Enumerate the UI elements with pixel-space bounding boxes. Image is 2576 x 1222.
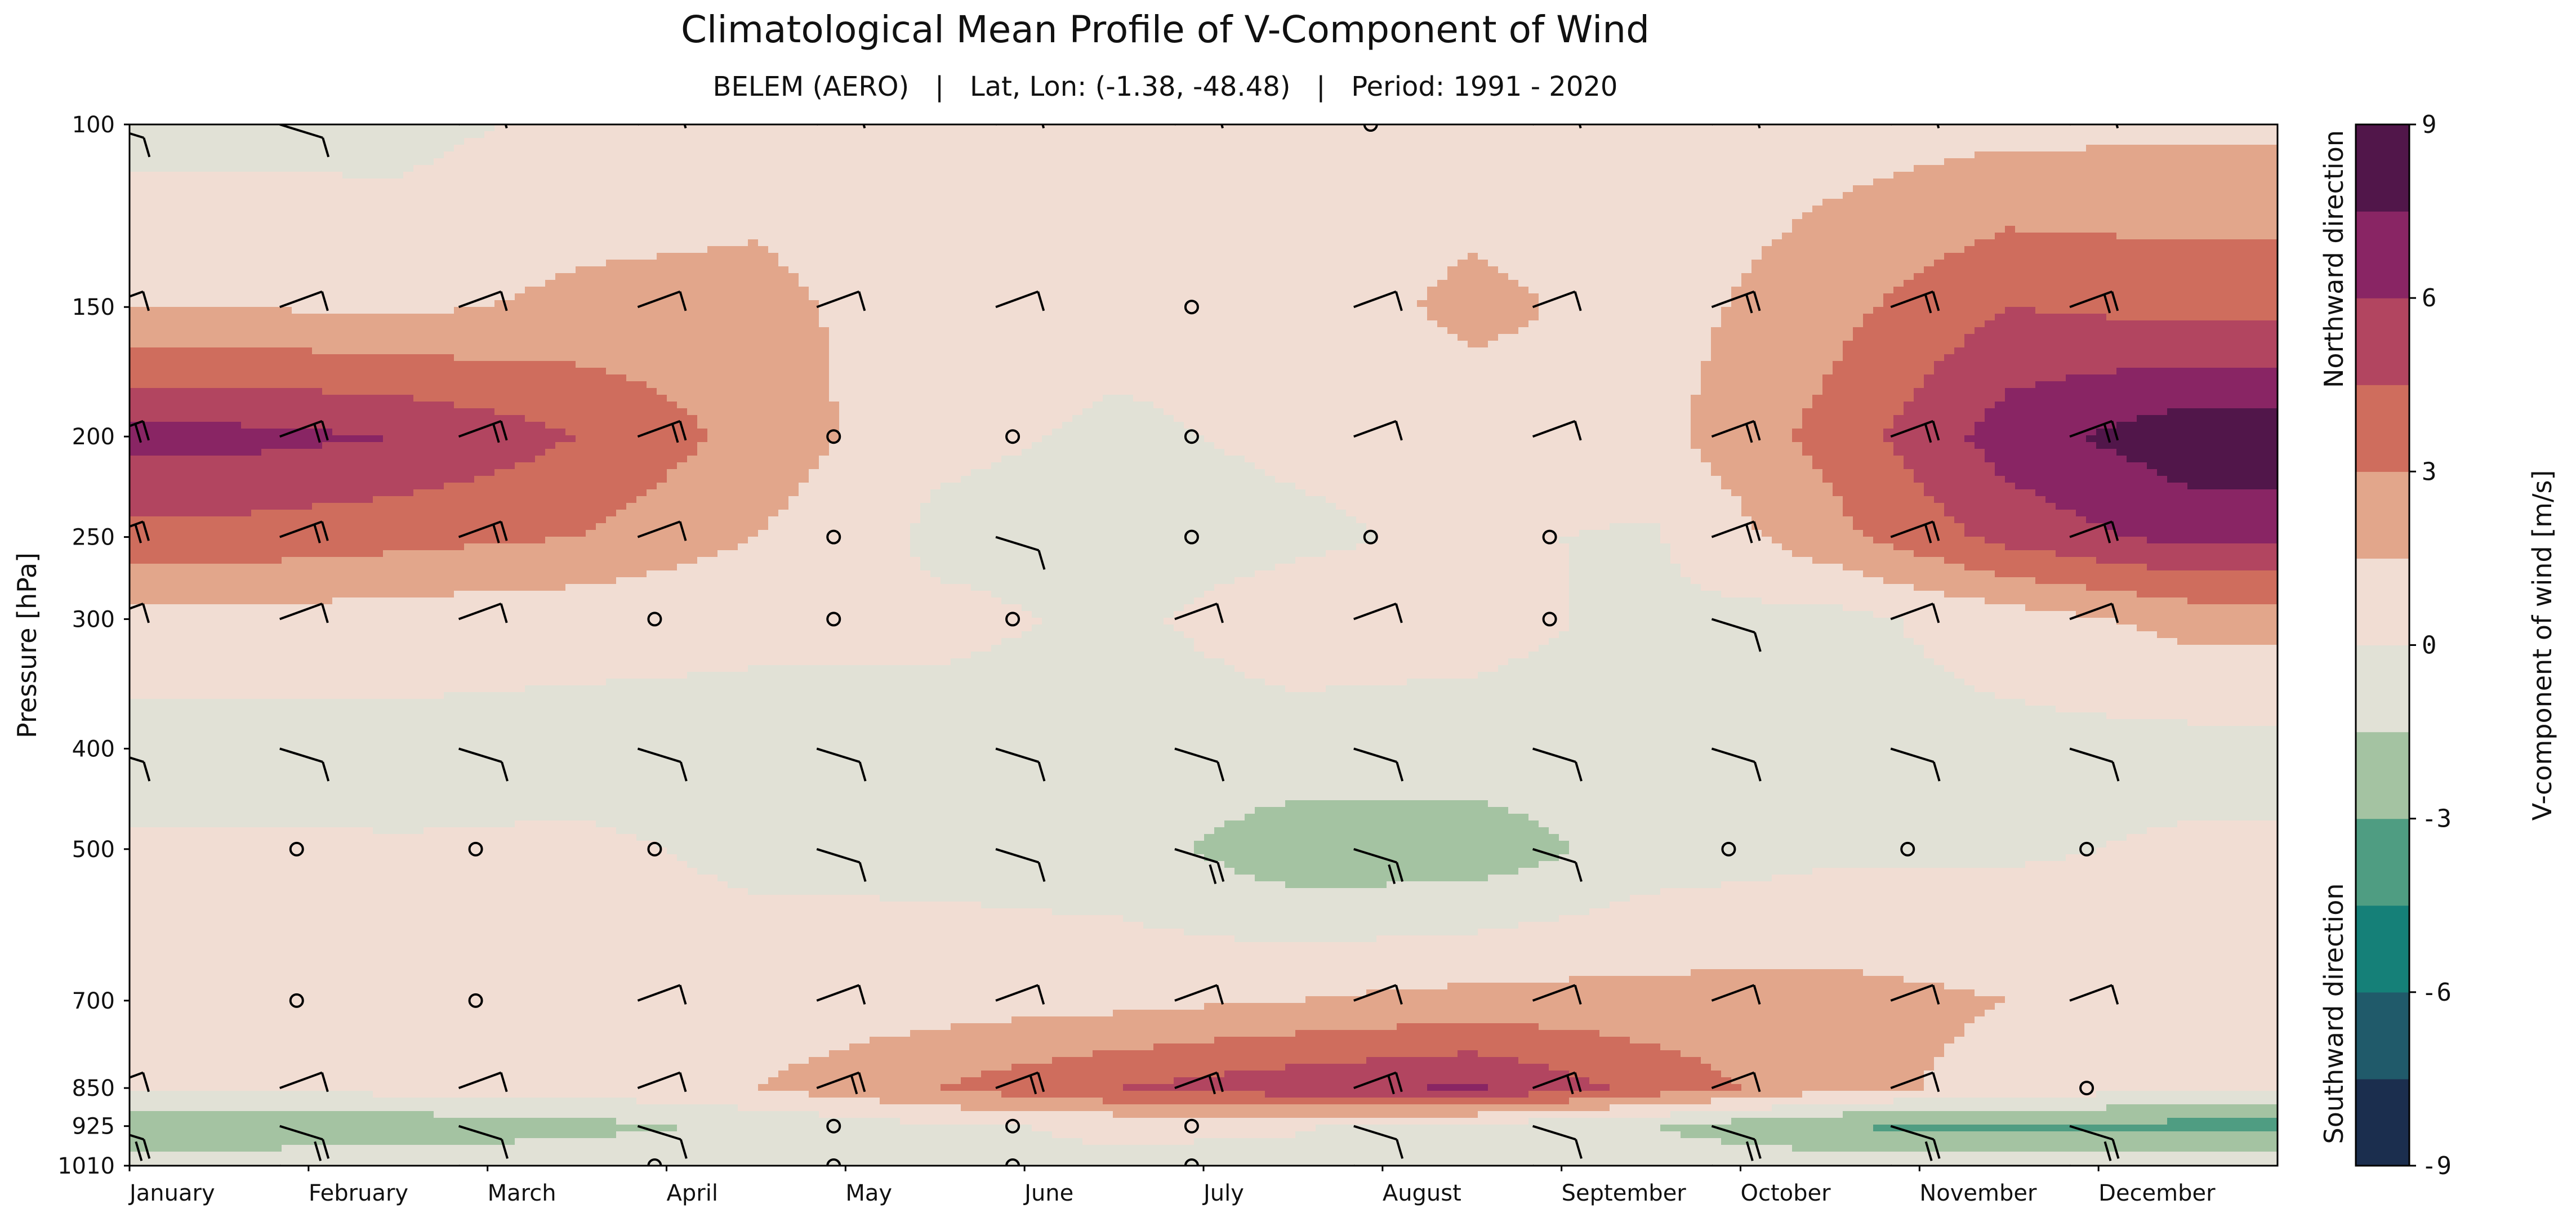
y-tick-label: 250 [72,525,115,551]
y-tick-label: 300 [72,606,115,632]
x-tick-label: October [1741,1180,1831,1206]
colorbar-tick-label: 3 [2422,457,2437,486]
northward-annotation: Northward direction [2319,130,2349,388]
colorbar-band [2356,471,2409,559]
x-tick-label: February [309,1180,408,1206]
x-tick-label: July [1202,1180,1244,1206]
x-tick-label: April [667,1180,718,1206]
colorbar-band [2356,558,2409,645]
colorbar-band [2356,645,2409,733]
colorbar-tick-label: 0 [2422,631,2437,660]
colorbar-tick-label: -6 [2422,978,2452,1007]
x-tick-label: November [1919,1180,2037,1206]
y-tick-label: 700 [72,988,115,1014]
y-axis-label: Pressure [hPa] [12,552,42,738]
y-tick-label: 100 [72,112,115,138]
colorbar-band [2356,992,2409,1080]
colorbar-tick-label: -3 [2422,805,2452,833]
colorbar-band [2356,211,2409,298]
colorbar-band [2356,819,2409,906]
y-tick-label: 200 [72,424,115,450]
colorbar-tick-label: -9 [2422,1152,2452,1180]
x-axis: January February March April May June July Augu… [128,1166,2216,1206]
x-tick-label: May [845,1180,892,1206]
colorbar-label: V-component of wind [m/s] [2527,470,2557,821]
colorbar-band [2356,298,2409,385]
colorbar-tick-label: 9 [2422,110,2437,139]
x-tick-label: December [2098,1180,2216,1206]
x-tick-label: September [1562,1180,1687,1206]
colorbar-band [2356,906,2409,993]
y-tick-label: 1010 [57,1153,115,1179]
x-tick-label: August [1383,1180,1461,1206]
x-tick-label: March [488,1180,556,1206]
y-tick-label: 925 [72,1114,115,1140]
y-tick-label: 150 [72,295,115,320]
y-tick-label: 500 [72,837,115,863]
y-tick-label: 850 [72,1076,115,1101]
colorbar-tick-label: 6 [2422,284,2437,313]
y-axis: 100 150 200 250 300 400 500 700 850 925 1010 [57,112,130,1179]
colorbar-band [2356,732,2409,819]
colorbar-band [2356,124,2409,212]
x-tick-label: January [128,1180,215,1206]
southward-annotation: Southward direction [2319,883,2349,1144]
colorbar-band [2356,1079,2409,1166]
colorbar-band [2356,385,2409,472]
x-tick-label: June [1023,1180,1073,1206]
y-tick-label: 400 [72,736,115,762]
colorbar: 9 6 3 0 -3 -6 -9 [2356,110,2452,1180]
contour-field [130,124,2279,1172]
